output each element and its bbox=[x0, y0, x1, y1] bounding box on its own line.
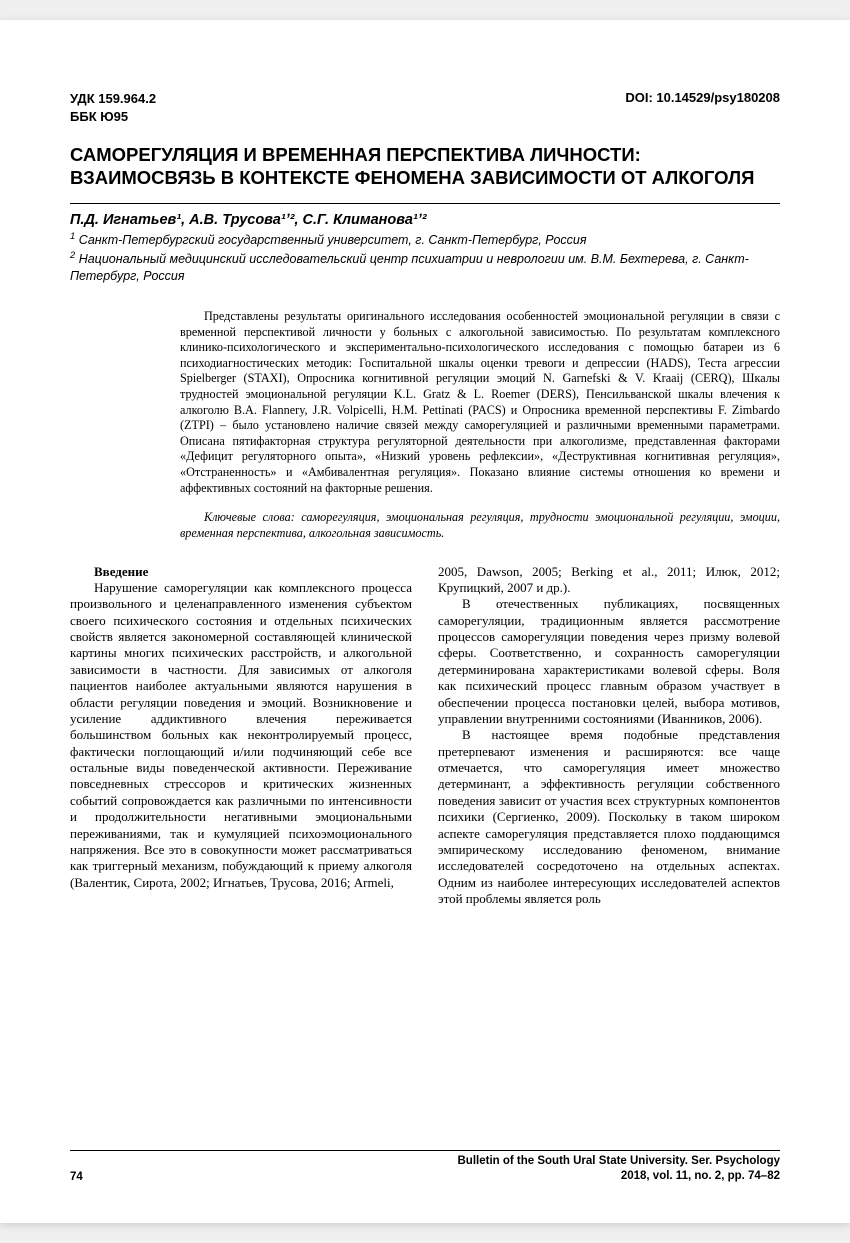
header-codes: УДК 159.964.2 ББК Ю95 DOI: 10.14529/psy1… bbox=[70, 90, 780, 125]
abstract: Представлены результаты оригинального ис… bbox=[180, 309, 780, 496]
body-paragraph: В отечественных публикациях, посвященных… bbox=[438, 596, 780, 727]
title-rule bbox=[70, 203, 780, 204]
affiliation-2: 2 Национальный медицинский исследователь… bbox=[70, 251, 780, 285]
doi: DOI: 10.14529/psy180208 bbox=[625, 90, 780, 125]
udk-code: УДК 159.964.2 bbox=[70, 90, 156, 108]
journal-citation: Bulletin of the South Ural State Univers… bbox=[458, 1154, 781, 1183]
page-number: 74 bbox=[70, 1171, 83, 1183]
body-paragraph: В настоящее время подобные представления… bbox=[438, 727, 780, 907]
journal-name: Bulletin of the South Ural State Univers… bbox=[458, 1154, 781, 1168]
classification-codes: УДК 159.964.2 ББК Ю95 bbox=[70, 90, 156, 125]
affiliation-1: 1 Санкт-Петербургский государственный ун… bbox=[70, 232, 780, 249]
article-title: САМОРЕГУЛЯЦИЯ И ВРЕМЕННАЯ ПЕРСПЕКТИВА ЛИ… bbox=[70, 143, 780, 189]
affiliation-2-text: Национальный медицинский исследовательск… bbox=[70, 252, 749, 283]
journal-issue: 2018, vol. 11, no. 2, pp. 74–82 bbox=[458, 1169, 781, 1183]
authors: П.Д. Игнатьев¹, А.В. Трусова¹ʼ², С.Г. Кл… bbox=[70, 212, 780, 228]
affiliation-1-text: Санкт-Петербургский государственный унив… bbox=[75, 233, 586, 247]
body-paragraph: 2005, Dawson, 2005; Berking et al., 2011… bbox=[438, 564, 780, 597]
abstract-text: Представлены результаты оригинального ис… bbox=[180, 309, 780, 496]
page-footer: 74 Bulletin of the South Ural State Univ… bbox=[70, 1150, 780, 1183]
section-heading-intro: Введение bbox=[70, 564, 412, 580]
keywords: Ключевые слова: саморегуляция, эмоционал… bbox=[180, 510, 780, 541]
body-columns: Введение Нарушение саморегуляции как ком… bbox=[70, 564, 780, 1141]
page: УДК 159.964.2 ББК Ю95 DOI: 10.14529/psy1… bbox=[0, 20, 850, 1223]
body-paragraph: Нарушение саморегуляции как комплексного… bbox=[70, 580, 412, 891]
bbk-code: ББК Ю95 bbox=[70, 108, 156, 126]
